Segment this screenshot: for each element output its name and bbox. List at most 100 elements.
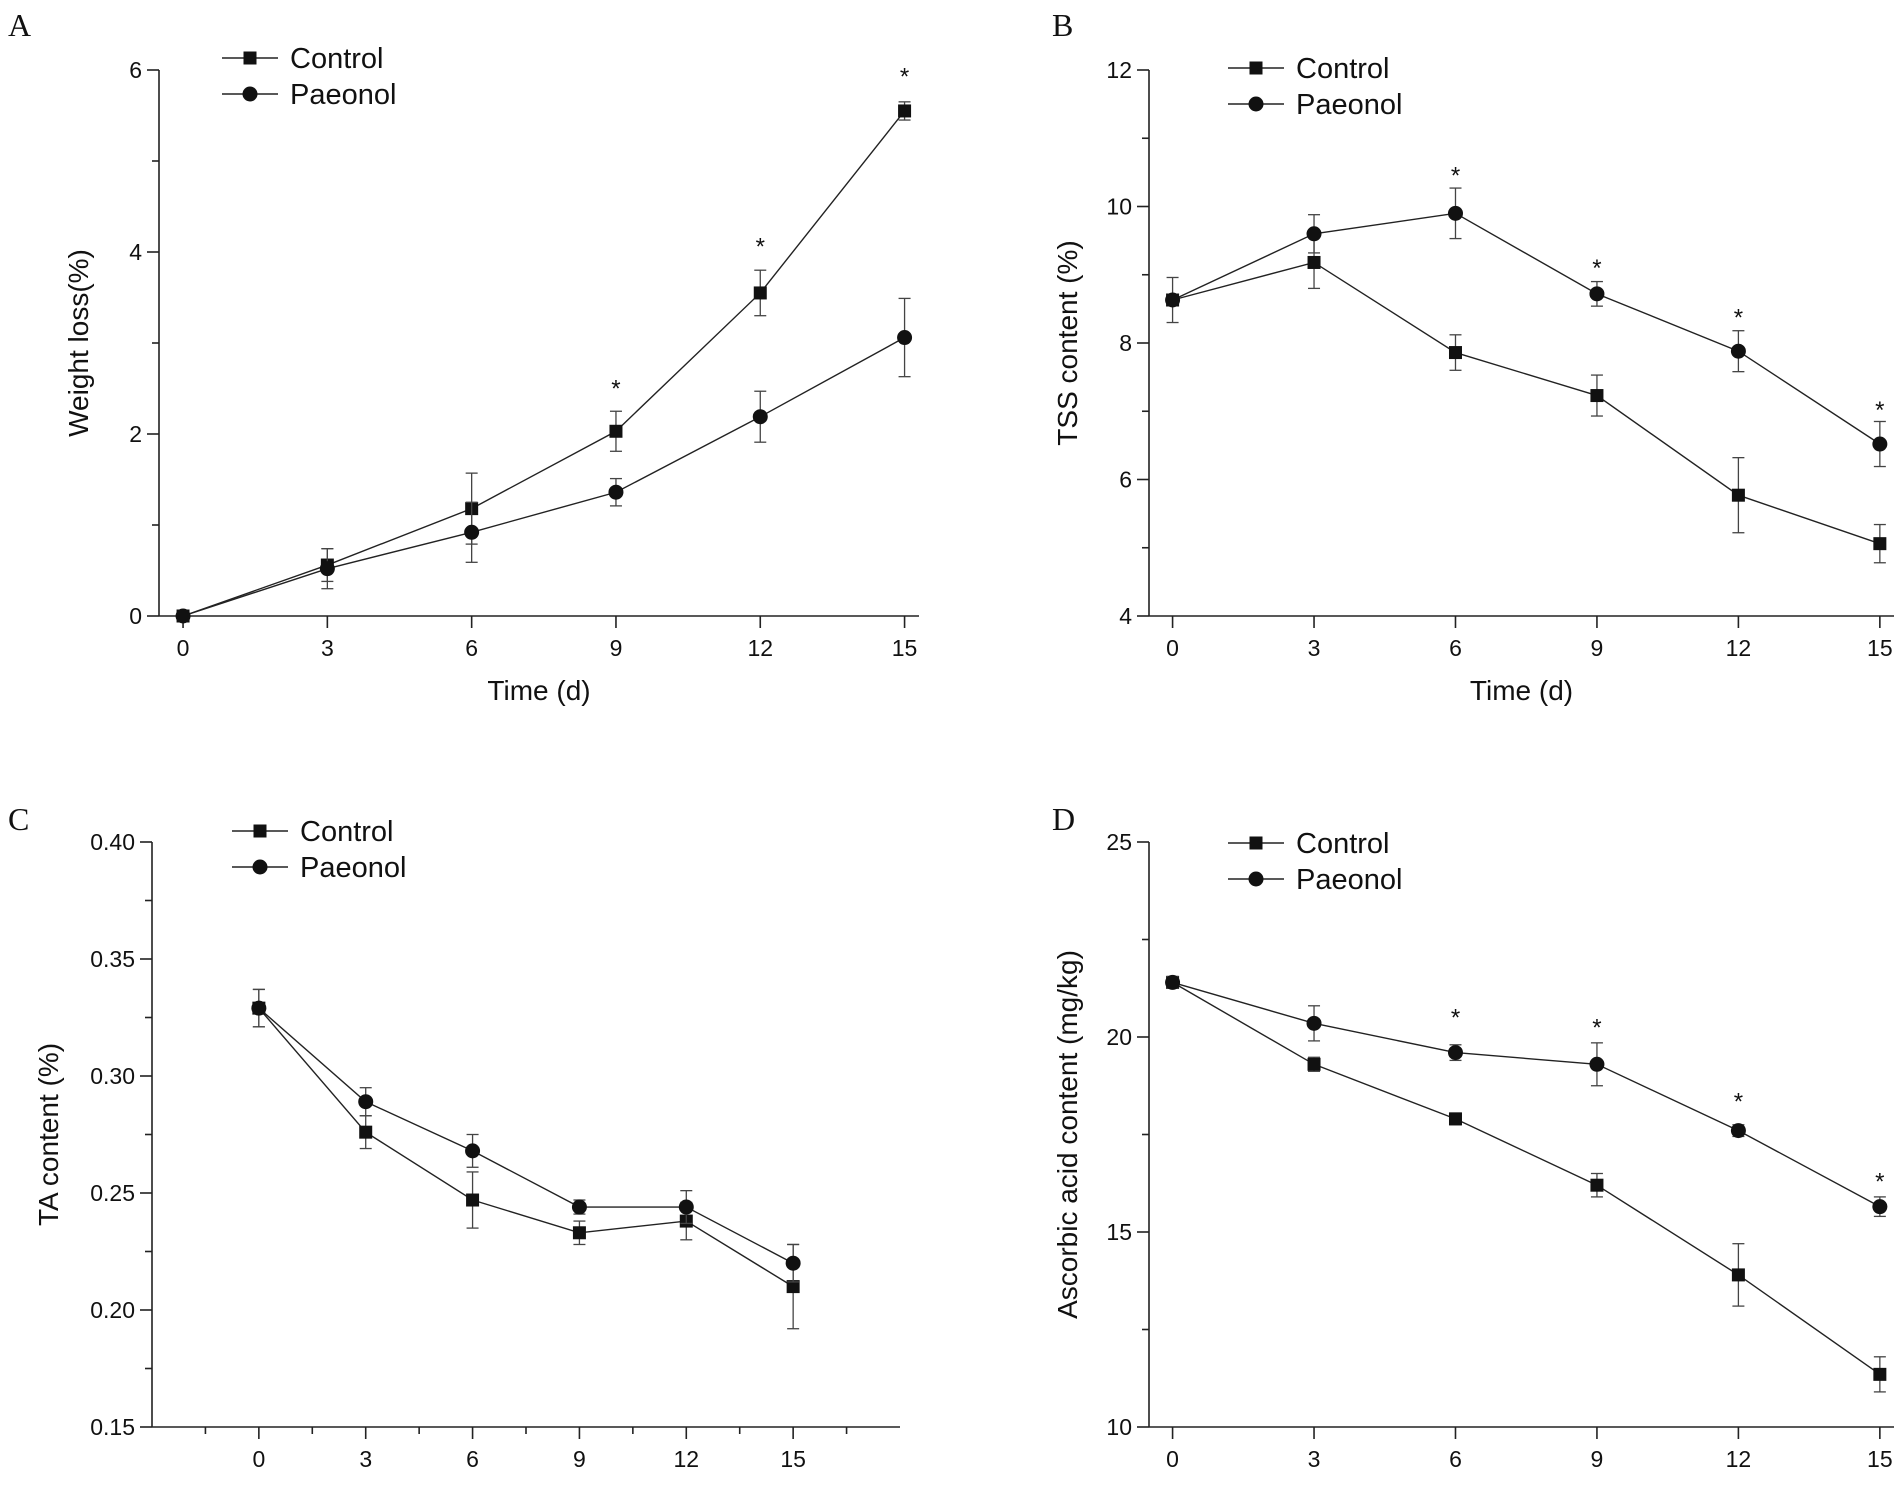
significance-marker: * <box>1875 397 1884 424</box>
x-tick-label: 15 <box>892 635 918 661</box>
series-control <box>1166 235 1887 564</box>
legend: Control Paeonol <box>1228 828 1402 896</box>
data-point-paeonol <box>1730 343 1746 359</box>
series-control <box>1166 975 1887 1393</box>
data-point-paeonol <box>319 561 335 577</box>
data-point-control <box>898 104 912 118</box>
y-tick-label: 6 <box>1119 467 1132 493</box>
legend-marker-control <box>1249 61 1263 75</box>
y-axis-title: Weight loss(%) <box>63 249 94 437</box>
data-point-paeonol <box>251 1000 267 1016</box>
legend-marker-control <box>243 51 257 65</box>
significance-marker: * <box>1592 255 1601 282</box>
legend-label-paeonol: Paeonol <box>300 852 406 884</box>
legend-marker-control <box>1249 836 1263 850</box>
x-tick-label: 15 <box>1867 1446 1893 1472</box>
legend: Control Paeonol <box>232 816 406 884</box>
series-control <box>176 101 912 623</box>
data-point-paeonol <box>464 524 480 540</box>
data-point-paeonol <box>1165 974 1181 990</box>
y-tick-label: 0.15 <box>90 1414 135 1440</box>
series-line-paeonol <box>258 1007 794 1264</box>
x-tick-label: 6 <box>466 1446 479 1472</box>
x-tick-label: 12 <box>1726 635 1752 661</box>
y-tick-label: 4 <box>129 239 142 265</box>
data-point-paeonol <box>1872 436 1888 452</box>
legend-marker-paeonol <box>1248 871 1264 887</box>
y-tick-label: 6 <box>129 57 142 83</box>
series-line-control <box>1172 261 1881 545</box>
data-point-control <box>786 1280 800 1294</box>
legend-label-control: Control <box>300 816 394 848</box>
series-paeonol <box>251 988 801 1283</box>
significance-marker: * <box>900 64 909 91</box>
data-point-control <box>1873 537 1887 551</box>
panel-label: B <box>1052 7 1073 43</box>
y-tick-label: 15 <box>1106 1219 1132 1245</box>
x-tick-label: 15 <box>780 1446 806 1472</box>
x-tick-label: 3 <box>321 635 334 661</box>
x-tick-label: 6 <box>1449 1446 1462 1472</box>
legend-marker-control <box>253 824 267 838</box>
x-tick-label: 12 <box>747 635 773 661</box>
x-axis-title: Time (d) <box>487 675 590 706</box>
chart-panel-d: D1015202503691215Time (d)Ascorbic acid c… <box>1052 801 1894 1472</box>
y-tick-label: 0.35 <box>90 946 135 972</box>
x-tick-label: 9 <box>610 635 623 661</box>
data-point-control <box>753 286 767 300</box>
legend-label-paeonol: Paeonol <box>290 79 396 111</box>
legend-marker-paeonol <box>252 859 268 875</box>
data-point-control <box>609 424 623 438</box>
legend-label-control: Control <box>1296 828 1390 860</box>
data-point-control <box>1307 255 1321 269</box>
x-tick-label: 9 <box>1591 1446 1604 1472</box>
legend-label-control: Control <box>290 43 384 75</box>
y-tick-label: 0.30 <box>90 1063 135 1089</box>
data-point-control <box>1448 1112 1462 1126</box>
panel-label: A <box>8 7 31 43</box>
x-tick-label: 6 <box>465 635 478 661</box>
y-tick-label: 0.40 <box>90 829 135 855</box>
data-point-paeonol <box>571 1199 587 1215</box>
chart-panel-b: B 4 6 8 10 12 0 3 6 9 12 15 Time (d) TSS content (%) *… <box>1052 7 1894 706</box>
significance-marker: * <box>1734 1088 1743 1115</box>
chart-panel-c: C0.150.200.250.300.350.4003691215Time (d… <box>8 801 900 1472</box>
data-point-paeonol <box>1589 1056 1605 1072</box>
legend-label-paeonol: Paeonol <box>1296 89 1402 121</box>
significance-marker: * <box>756 234 765 261</box>
panel-label: C <box>8 801 29 837</box>
x-tick-label: 9 <box>573 1446 586 1472</box>
x-tick-label: 12 <box>1726 1446 1752 1472</box>
panel-label: D <box>1052 801 1075 837</box>
data-point-control <box>359 1125 373 1139</box>
data-point-paeonol <box>358 1094 374 1110</box>
series-line-paeonol <box>1172 212 1881 445</box>
data-point-paeonol <box>752 409 768 425</box>
data-point-paeonol <box>465 1143 481 1159</box>
y-tick-label: 0 <box>129 603 142 629</box>
data-point-paeonol <box>608 484 624 500</box>
y-tick-label: 4 <box>1119 603 1132 629</box>
y-tick-label: 20 <box>1106 1024 1132 1050</box>
series-line-control <box>182 110 906 617</box>
x-tick-label: 0 <box>252 1446 265 1472</box>
y-tick-label: 10 <box>1106 1414 1132 1440</box>
series-control <box>252 988 800 1330</box>
y-tick-label: 2 <box>129 421 142 447</box>
data-point-control <box>572 1226 586 1240</box>
data-point-paeonol <box>785 1255 801 1271</box>
data-point-control <box>1590 1178 1604 1192</box>
y-axis-title: Ascorbic acid content (mg/kg) <box>1052 950 1083 1319</box>
series-line-paeonol <box>1172 981 1881 1208</box>
x-tick-label: 15 <box>1867 635 1893 661</box>
data-point-control <box>1873 1367 1887 1381</box>
significance-marker: * <box>1451 1005 1460 1032</box>
legend: Control Paeonol <box>1228 53 1402 121</box>
legend-label-paeonol: Paeonol <box>1296 864 1402 896</box>
data-point-control <box>1731 1268 1745 1282</box>
significance-marker: * <box>1734 305 1743 332</box>
series-line-control <box>258 1007 794 1288</box>
x-tick-label: 0 <box>1166 635 1179 661</box>
data-point-paeonol <box>1872 1199 1888 1215</box>
